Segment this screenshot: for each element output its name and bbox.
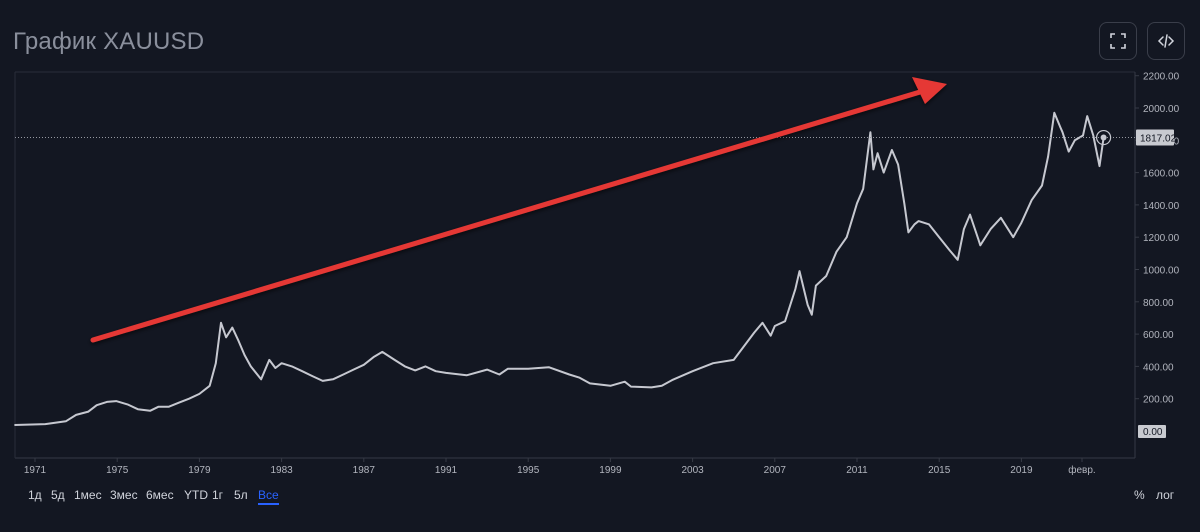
x-tick-label: 1975 — [106, 465, 129, 476]
y-tick-label: 200.00 — [1143, 395, 1174, 406]
page-title: График XAUUSD — [13, 28, 205, 55]
x-tick-label: 2003 — [681, 465, 704, 476]
current-price-label: 1817.02 — [1140, 134, 1177, 145]
current-price-label-bg — [1136, 129, 1174, 146]
y-tick-label: 800.00 — [1143, 298, 1174, 309]
range-button[interactable]: YTD — [184, 488, 208, 502]
price-series-line — [14, 111, 1105, 426]
x-tick-label: 1983 — [270, 465, 293, 476]
bottom-toolbar — [0, 480, 1200, 510]
percent-scale-toggle[interactable]: % — [1134, 488, 1145, 502]
y-tick-label: 1000.00 — [1143, 266, 1180, 277]
last-price-marker-ring — [1095, 129, 1112, 146]
x-tick-label: 1971 — [24, 465, 47, 476]
range-button[interactable]: 1г — [212, 488, 224, 502]
embed-code-button[interactable] — [1147, 22, 1185, 60]
x-tick-label: 1987 — [353, 465, 376, 476]
x-tick-label: 1991 — [435, 465, 458, 476]
range-button[interactable]: Все — [258, 488, 279, 505]
x-tick-label: 2007 — [764, 465, 787, 476]
x-tick-label: 2019 — [1010, 465, 1033, 476]
range-button[interactable]: 1мес — [74, 488, 102, 502]
x-tick-label: 2015 — [928, 465, 951, 476]
fullscreen-icon — [1110, 33, 1126, 49]
range-button[interactable]: 1д — [28, 488, 42, 502]
x-tick-label: февр. — [1068, 464, 1095, 476]
x-tick-label: 1979 — [188, 465, 211, 476]
range-button[interactable]: 3мес — [110, 488, 138, 502]
range-button[interactable]: 5д — [51, 488, 65, 502]
y-tick-label: 600.00 — [1143, 330, 1174, 341]
range-button[interactable]: 5л — [234, 488, 248, 502]
last-price-marker-dot — [1100, 134, 1107, 141]
code-embed-icon — [1157, 34, 1175, 48]
log-scale-toggle[interactable]: лог — [1156, 488, 1175, 502]
y-tick-label: 1400.00 — [1143, 201, 1180, 212]
trend-arrow-head — [912, 77, 947, 104]
x-tick-label: 2011 — [846, 465, 868, 476]
x-tick-label: 1999 — [599, 465, 622, 476]
y-tick-label: 2200.00 — [1143, 72, 1180, 83]
fullscreen-button[interactable] — [1099, 22, 1137, 60]
range-button[interactable]: 6мес — [146, 488, 174, 502]
trend-arrow — [90, 77, 947, 343]
y-tick-label: 400.00 — [1143, 362, 1174, 373]
y-tick-label: 2000.00 — [1143, 104, 1180, 115]
y-tick-label: 1600.00 — [1143, 169, 1180, 180]
y-tick-label: 0.00 — [1143, 427, 1163, 438]
y-tick-label: 1200.00 — [1143, 233, 1180, 244]
trend-arrow-shaft — [90, 89, 923, 343]
x-tick-label: 1995 — [517, 465, 540, 476]
y-zero-label-bg — [1138, 425, 1166, 438]
